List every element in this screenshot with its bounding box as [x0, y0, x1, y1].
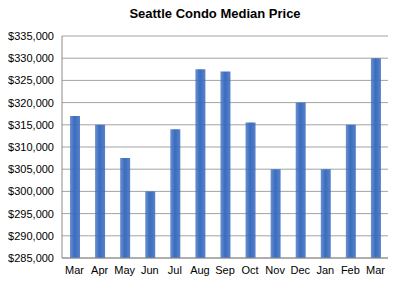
svg-text:Aug: Aug	[190, 264, 210, 276]
svg-text:Jan: Jan	[316, 264, 334, 276]
svg-text:Nov: Nov	[265, 264, 285, 276]
svg-text:Jul: Jul	[168, 264, 182, 276]
svg-text:Oct: Oct	[242, 264, 259, 276]
svg-text:Sep: Sep	[215, 264, 235, 276]
svg-text:$310,000: $310,000	[8, 141, 54, 153]
svg-text:$315,000: $315,000	[8, 119, 54, 131]
html-text:Seattle Condo Median Price: Seattle Condo Median Price	[129, 6, 301, 21]
svg-text:$320,000: $320,000	[8, 97, 54, 109]
svg-text:Jun: Jun	[141, 264, 159, 276]
svg-text:$295,000: $295,000	[8, 208, 54, 220]
svg-text:$305,000: $305,000	[8, 163, 54, 175]
svg-text:$290,000: $290,000	[8, 230, 54, 242]
svg-text:$300,000: $300,000	[8, 185, 54, 197]
svg-text:Mar: Mar	[366, 264, 385, 276]
svg-text:May: May	[114, 264, 135, 276]
svg-text:Dec: Dec	[290, 264, 310, 276]
svg-text:$325,000: $325,000	[8, 74, 54, 86]
svg-text:Mar: Mar	[65, 264, 84, 276]
svg-text:$330,000: $330,000	[8, 52, 54, 64]
svg-text:$285,000: $285,000	[8, 252, 54, 264]
svg-text:Apr: Apr	[91, 264, 108, 276]
svg-text:Feb: Feb	[341, 264, 360, 276]
svg-text:$335,000: $335,000	[8, 30, 54, 42]
